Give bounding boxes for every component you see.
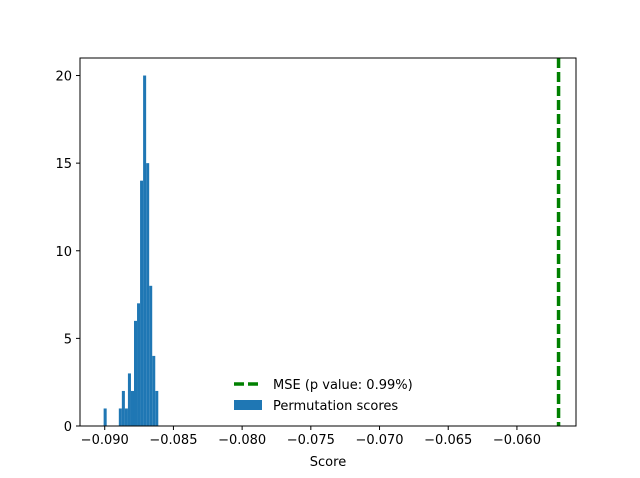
x-tick-label: −0.090 (81, 433, 129, 448)
histogram-bar (133, 320, 138, 426)
histogram-bar (155, 390, 159, 426)
histogram-bar (140, 180, 144, 426)
x-axis-label: Score (310, 455, 346, 470)
plot-area (79, 57, 577, 427)
histogram-bar (127, 373, 131, 426)
y-axis: 0 5 10 15 20 (55, 70, 80, 435)
x-tick-label: −0.080 (218, 433, 266, 448)
histogram-bar (118, 408, 122, 426)
legend-permutation-swatch (234, 400, 262, 410)
histogram-bar (152, 355, 156, 426)
x-tick-label: −0.060 (493, 433, 541, 448)
y-tick-label: 20 (55, 70, 72, 85)
histogram-bar (149, 285, 153, 426)
y-tick-label: 10 (55, 245, 72, 260)
x-tick-label: −0.070 (355, 433, 403, 448)
legend: MSE (p value: 0.99%) Permutation scores (234, 378, 413, 414)
histogram-bar (130, 390, 134, 426)
x-axis: −0.090 −0.085 −0.080 −0.075 −0.070 −0.065 −0.0… (81, 426, 541, 448)
histogram-bar (143, 75, 147, 427)
x-tick-label: −0.085 (149, 433, 197, 448)
histogram-bar (103, 408, 107, 426)
histogram-bar (146, 163, 150, 426)
histogram-bar (124, 408, 128, 426)
legend-mse-label: MSE (p value: 0.99%) (273, 378, 413, 393)
x-tick-label: −0.075 (287, 433, 335, 448)
x-tick-label: −0.065 (424, 433, 472, 448)
histogram-bar (137, 303, 141, 426)
plot-frame (79, 57, 577, 427)
y-tick-label: 5 (64, 332, 72, 347)
histogram-bar (121, 390, 125, 426)
y-tick-label: 15 (55, 157, 72, 172)
legend-permutation-label: Permutation scores (273, 399, 398, 414)
histogram-bars (103, 75, 159, 427)
y-tick-label: 0 (64, 420, 72, 435)
